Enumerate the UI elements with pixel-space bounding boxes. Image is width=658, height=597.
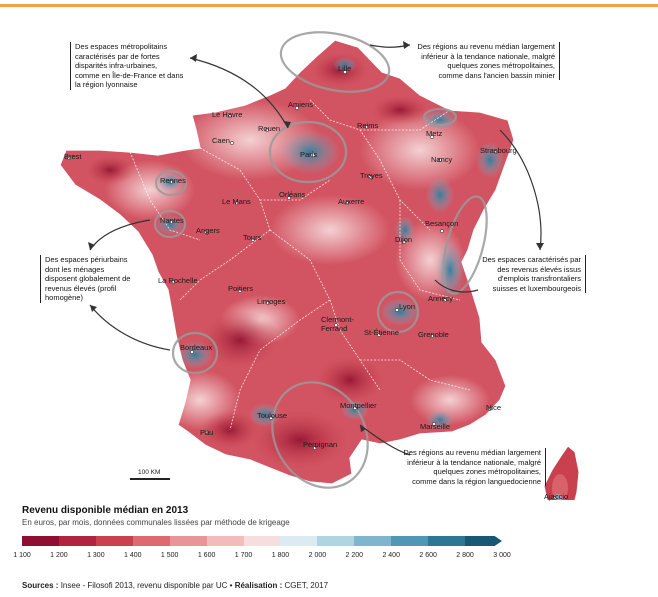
city-label-la-rochelle: La Rochelle [158, 276, 198, 285]
annotation-border: Des espaces caractérisés par des revenus… [482, 255, 586, 293]
city-label-marseille: Marseille [420, 422, 451, 431]
city-label-toulouse: Toulouse [257, 411, 288, 420]
annotation-periurban: Des espaces périurbains dont les ménages… [40, 255, 130, 303]
city-label-le-mans: Le Mans [222, 197, 251, 206]
legend-tick-label: 3 000 [493, 552, 511, 559]
city-label-brest: Brest [64, 152, 82, 161]
legend-swatch [391, 536, 429, 546]
legend-tick-label: 1 800 [271, 552, 290, 559]
city-label-auxerre: Auxerre [338, 197, 365, 206]
legend-tick-label: 2 600 [419, 552, 437, 559]
legend-swatch [317, 536, 355, 546]
legend-swatch [428, 536, 466, 546]
sources-text: Insee - Filosofi 2013, revenu disponible… [58, 581, 235, 590]
city-label-ajaccio: Ajaccio [544, 492, 569, 501]
highlight-zones [153, 31, 488, 489]
legend-tick-label: 2 400 [382, 552, 400, 559]
city-label-nancy: Nancy [431, 155, 453, 164]
annotation-south: Des régions au revenu médian largement i… [403, 448, 546, 486]
city-label-orleans: Orléans [279, 190, 306, 199]
legend-tick-label: 1 200 [50, 552, 68, 559]
city-label-grenoble: Grenoble [418, 330, 449, 339]
city-label-rennes: Rennes [160, 176, 186, 185]
credit-text: CGET, 2017 [282, 581, 329, 590]
legend-swatch [58, 536, 97, 546]
scale-bar [130, 478, 170, 480]
legend-title: Revenu disponible médian en 2013 [22, 505, 189, 516]
legend-tick-label: 1 100 [13, 552, 31, 559]
city-label-poitiers: Poitiers [228, 284, 254, 293]
legend-swatch [169, 536, 208, 546]
legend-swatch [280, 536, 318, 546]
sources-label: Sources : [22, 581, 59, 590]
city-label-paris: Paris [300, 150, 318, 159]
legend-tick-label: 2 800 [456, 552, 474, 559]
corsica [543, 445, 580, 500]
annotation-metropolitan: Des espaces métropolitains caractérisés … [70, 42, 183, 90]
city-label-clermont-ferrand: Clermont- Ferrand [321, 315, 354, 333]
city-label-reims: Reims [357, 121, 379, 130]
city-label-le-havre: Le Havre [212, 110, 243, 119]
city-label-limoges: Limoges [257, 297, 286, 306]
city-label-strasbourg: Strasbourg [480, 146, 517, 155]
legend-tick-label: 1 500 [160, 552, 179, 559]
city-label-perpignan: Perpignan [303, 440, 338, 449]
city-label-metz: Metz [426, 129, 443, 138]
city-label-troyes: Troyes [360, 171, 383, 180]
legend-tick-label: 1 700 [234, 552, 253, 559]
city-label-saint-etienne: St-Étienne [364, 328, 400, 337]
city-label-amiens: Amiens [288, 100, 314, 109]
city-label-montpellier: Montpellier [340, 401, 377, 410]
legend-swatch [132, 536, 171, 546]
header-rule [0, 4, 658, 7]
city-dots [67, 70, 557, 500]
city-label-nantes: Nantes [160, 216, 184, 225]
city-label-bordeaux: Bordeaux [180, 343, 213, 352]
city-label-lille: Lille [338, 64, 352, 73]
income-map [59, 31, 580, 500]
legend-color-ramp [22, 536, 502, 546]
city-label-annecy: Annecy [428, 294, 454, 303]
sources-line: Sources : Insee - Filosofi 2013, revenu … [22, 581, 328, 590]
legend-tick-label: 1 600 [197, 552, 216, 559]
scale-bar-label: 100 KM [138, 469, 161, 476]
legend-tick-label: 2 000 [308, 552, 327, 559]
city-label-besancon: Besançon [425, 219, 459, 228]
annotation-north: Des régions au revenu médian largement i… [417, 42, 560, 80]
city-label-tours: Tours [243, 233, 262, 242]
city-label-caen: Caen [212, 136, 230, 145]
credit-label: Réalisation : [234, 581, 283, 590]
city-label-rouen: Rouen [258, 124, 281, 133]
legend-swatch [243, 536, 281, 546]
mainland-france [59, 39, 515, 485]
legend-tick-label: 1 300 [87, 552, 105, 559]
legend-swatch [206, 536, 245, 546]
city-label-nice: Nice [486, 403, 502, 412]
legend-swatch [22, 536, 60, 546]
city-label-lyon: Lyon [399, 302, 415, 311]
arrow-heads [88, 41, 544, 432]
legend-subtitle: En euros, par mois, données communales l… [22, 518, 290, 527]
legend-swatch [354, 536, 392, 546]
city-label-angers: Angers [196, 226, 220, 235]
city-label-pau: Pau [200, 428, 214, 437]
legend-swatch [95, 536, 134, 546]
city-label-dijon: Dijon [395, 235, 413, 244]
legend-swatch [465, 536, 502, 546]
legend-tick-label: 2 200 [345, 552, 364, 559]
legend-tick-label: 1 400 [124, 552, 142, 559]
